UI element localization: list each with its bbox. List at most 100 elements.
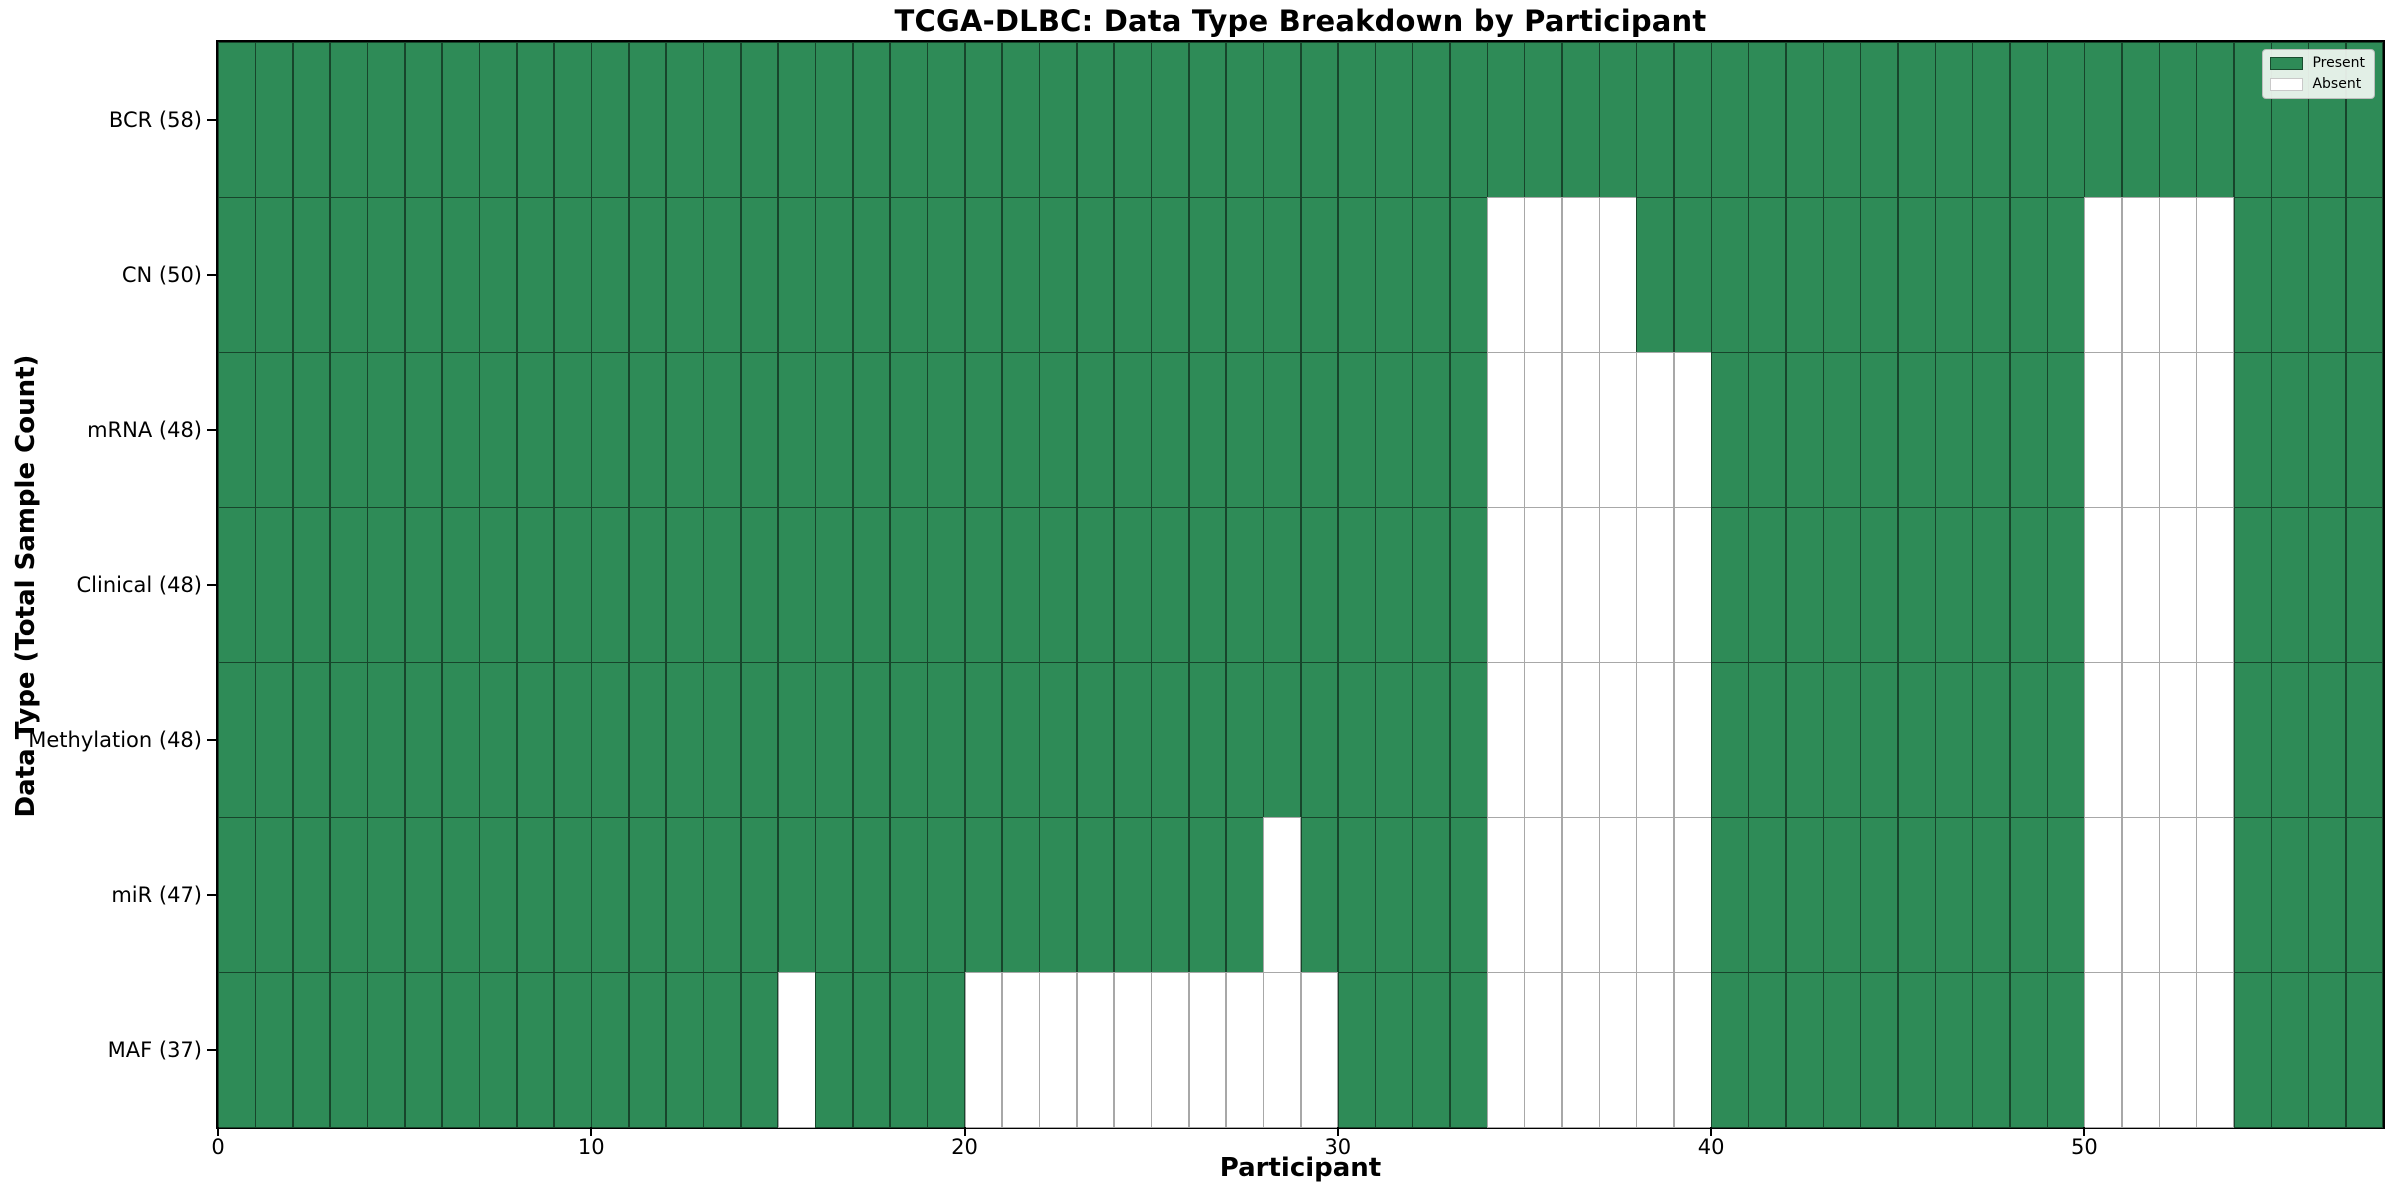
x-axis-title: Participant — [1219, 1153, 1382, 1183]
matrix-cell-Methylation-41 — [1748, 662, 1787, 818]
matrix-cell-CN-37 — [1599, 197, 1637, 353]
matrix-cell-CN-20 — [964, 197, 1003, 353]
matrix-cell-BCR-47 — [1972, 42, 2011, 198]
matrix-cell-BCR-2 — [292, 42, 331, 198]
matrix-cell-CN-41 — [1748, 197, 1787, 353]
matrix-cell-Methylation-18 — [889, 662, 928, 818]
matrix-cell-MAF-55 — [2271, 972, 2309, 1128]
matrix-cell-Methylation-28 — [1263, 662, 1301, 818]
matrix-cell-CN-9 — [553, 197, 592, 353]
matrix-cell-CN-36 — [1561, 197, 1600, 353]
matrix-cell-Methylation-13 — [703, 662, 742, 818]
matrix-cell-MAF-1 — [255, 972, 294, 1128]
matrix-cell-CN-45 — [1897, 197, 1936, 353]
matrix-cell-BCR-33 — [1449, 42, 1488, 198]
matrix-cell-CN-22 — [1039, 197, 1078, 353]
matrix-cell-BCR-49 — [2047, 42, 2085, 198]
matrix-cell-MAF-3 — [329, 972, 368, 1128]
matrix-cell-MAF-39 — [1673, 972, 1712, 1128]
matrix-cell-CN-21 — [1001, 197, 1040, 353]
matrix-cell-miR-27 — [1225, 817, 1264, 973]
matrix-cell-Clinical-11 — [628, 507, 667, 663]
matrix-cell-miR-41 — [1748, 817, 1787, 973]
matrix-cell-MAF-19 — [927, 972, 966, 1128]
matrix-cell-BCR-45 — [1897, 42, 1936, 198]
legend-entry-present: Present — [2270, 55, 2365, 71]
matrix-cell-Clinical-28 — [1263, 507, 1301, 663]
matrix-cell-MAF-23 — [1076, 972, 1115, 1128]
matrix-cell-BCR-0 — [218, 42, 256, 198]
matrix-cell-Clinical-43 — [1823, 507, 1861, 663]
matrix-cell-Methylation-1 — [255, 662, 294, 818]
matrix-cell-Clinical-47 — [1972, 507, 2011, 663]
matrix-cell-MAF-11 — [628, 972, 667, 1128]
matrix-cell-BCR-30 — [1337, 42, 1376, 198]
matrix-cell-mRNA-22 — [1039, 352, 1078, 508]
matrix-cell-mRNA-53 — [2196, 352, 2235, 508]
matrix-cell-MAF-30 — [1337, 972, 1376, 1128]
matrix-cell-Clinical-12 — [665, 507, 704, 663]
matrix-cell-mRNA-7 — [479, 352, 518, 508]
matrix-cell-mRNA-12 — [665, 352, 704, 508]
matrix-cell-CN-39 — [1673, 197, 1712, 353]
matrix-cell-CN-14 — [740, 197, 779, 353]
matrix-cell-miR-57 — [2345, 817, 2384, 973]
matrix-cell-miR-11 — [628, 817, 667, 973]
matrix-cell-Methylation-34 — [1487, 662, 1525, 818]
matrix-cell-mRNA-35 — [1524, 352, 1563, 508]
matrix-cell-BCR-4 — [367, 42, 406, 198]
matrix-cell-Methylation-2 — [292, 662, 331, 818]
matrix-cell-miR-46 — [1935, 817, 1973, 973]
matrix-cell-BCR-13 — [703, 42, 742, 198]
matrix-cell-CN-3 — [329, 197, 368, 353]
matrix-cell-BCR-11 — [628, 42, 667, 198]
matrix-cell-BCR-20 — [964, 42, 1003, 198]
matrix-cell-Clinical-49 — [2047, 507, 2085, 663]
matrix-cell-CN-28 — [1263, 197, 1301, 353]
matrix-cell-MAF-32 — [1412, 972, 1451, 1128]
matrix-cell-MAF-40 — [1711, 972, 1749, 1128]
matrix-cell-CN-38 — [1636, 197, 1675, 353]
matrix-cell-Clinical-41 — [1748, 507, 1787, 663]
matrix-cell-mRNA-36 — [1561, 352, 1600, 508]
matrix-cell-CN-7 — [479, 197, 518, 353]
matrix-cell-Methylation-55 — [2271, 662, 2309, 818]
matrix-cell-miR-44 — [1860, 817, 1899, 973]
matrix-cell-CN-0 — [218, 197, 256, 353]
matrix-cell-mRNA-41 — [1748, 352, 1787, 508]
matrix-cell-miR-8 — [516, 817, 555, 973]
matrix-cell-miR-30 — [1337, 817, 1376, 973]
matrix-cell-Methylation-33 — [1449, 662, 1488, 818]
matrix-cell-BCR-23 — [1076, 42, 1115, 198]
matrix-cell-CN-34 — [1487, 197, 1525, 353]
matrix-cell-miR-47 — [1972, 817, 2011, 973]
matrix-cell-MAF-43 — [1823, 972, 1861, 1128]
matrix-cell-miR-56 — [2308, 817, 2347, 973]
matrix-cell-mRNA-43 — [1823, 352, 1861, 508]
x-tick-mark-0 — [217, 1127, 219, 1136]
presence-matrix — [218, 42, 2384, 1128]
matrix-cell-MAF-9 — [553, 972, 592, 1128]
matrix-cell-mRNA-32 — [1412, 352, 1451, 508]
matrix-cell-BCR-10 — [591, 42, 630, 198]
matrix-cell-Methylation-52 — [2159, 662, 2197, 818]
matrix-cell-mRNA-39 — [1673, 352, 1712, 508]
y-tick-label-MAF: MAF (37) — [107, 1037, 202, 1062]
matrix-cell-BCR-21 — [1001, 42, 1040, 198]
matrix-cell-BCR-44 — [1860, 42, 1899, 198]
matrix-cell-miR-35 — [1524, 817, 1563, 973]
matrix-cell-MAF-15 — [777, 972, 816, 1128]
matrix-cell-MAF-24 — [1113, 972, 1152, 1128]
matrix-cell-miR-49 — [2047, 817, 2085, 973]
matrix-cell-CN-19 — [927, 197, 966, 353]
matrix-cell-mRNA-30 — [1337, 352, 1376, 508]
matrix-cell-miR-10 — [591, 817, 630, 973]
matrix-cell-Methylation-3 — [329, 662, 368, 818]
matrix-cell-MAF-45 — [1897, 972, 1936, 1128]
matrix-cell-miR-9 — [553, 817, 592, 973]
matrix-cell-mRNA-18 — [889, 352, 928, 508]
matrix-cell-MAF-36 — [1561, 972, 1600, 1128]
matrix-cell-miR-25 — [1151, 817, 1189, 973]
matrix-cell-CN-48 — [2009, 197, 2048, 353]
matrix-cell-BCR-37 — [1599, 42, 1637, 198]
